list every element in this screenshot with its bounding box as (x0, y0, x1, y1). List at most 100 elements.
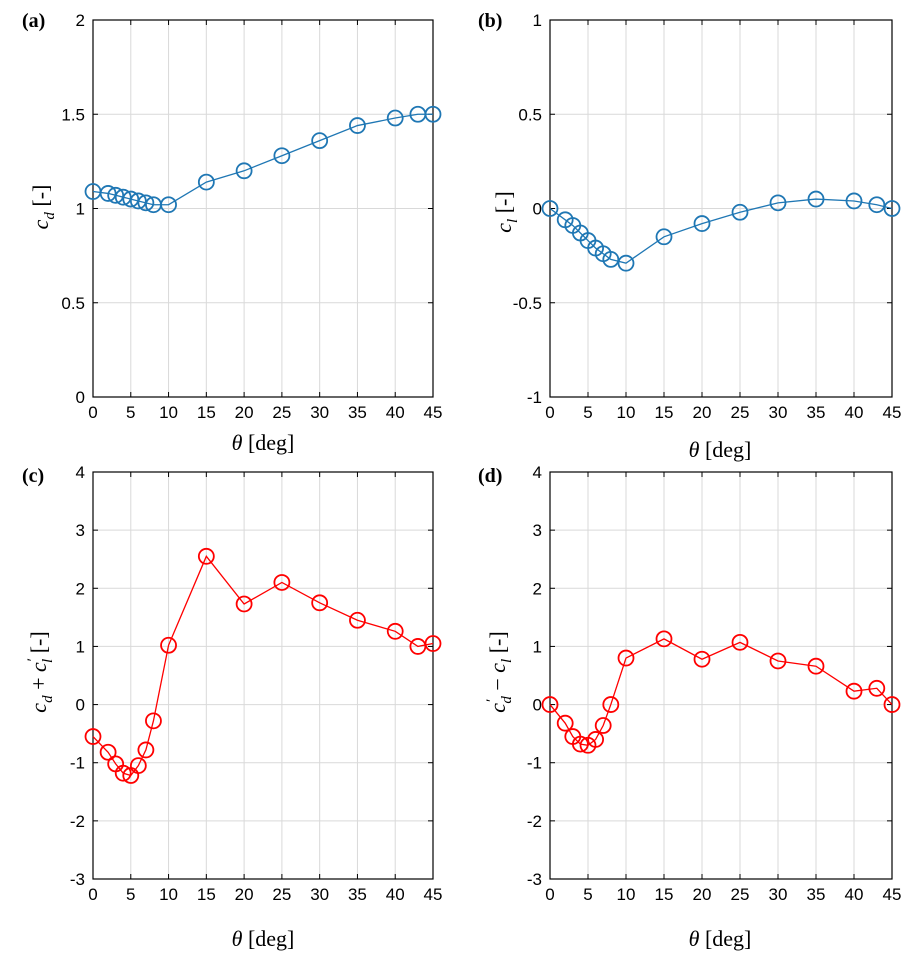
data-point (386, 622, 404, 640)
y-tick-label: 3 (533, 521, 542, 540)
x-tick-label: 10 (159, 403, 178, 422)
data-point (769, 652, 787, 670)
data-point (587, 731, 604, 748)
data-point (868, 679, 886, 697)
panel-d: (d) c′d − cl [-] θ [deg] (478, 465, 751, 951)
data-point (235, 595, 253, 613)
x-tick-label: 35 (807, 885, 826, 904)
data-point (349, 611, 366, 629)
panel-a: (a) cd [-] θ [deg] (22, 10, 294, 455)
x-axis-label-d: θ [deg] (689, 926, 752, 951)
y-tick-label: 0 (76, 696, 85, 715)
x-tick-label: 35 (348, 403, 367, 422)
x-tick-label: 35 (348, 885, 367, 904)
x-tick-label: 30 (310, 403, 329, 422)
series-line-d (549, 638, 893, 746)
x-tick-label: 5 (583, 885, 592, 904)
x-tick-label: 40 (386, 885, 405, 904)
y-tick-label: 0 (533, 696, 542, 715)
svg-text:cd [-]: cd [-] (28, 185, 58, 230)
svg-text:cd + c′l [-]: cd + c′l [-] (25, 631, 56, 712)
y-tick-label: -0.5 (513, 294, 542, 313)
data-point (99, 743, 117, 761)
y-tick-label: -2 (527, 812, 542, 831)
data-point (883, 200, 901, 217)
y-tick-label: 1 (533, 637, 542, 656)
data-point (424, 635, 442, 652)
data-point (731, 203, 749, 221)
x-tick-label: 25 (731, 885, 750, 904)
data-point (424, 105, 442, 123)
data-point (693, 215, 711, 232)
data-point (122, 190, 140, 208)
x-tick-label: 45 (424, 885, 443, 904)
y-axis-label-b: cl [-] (491, 191, 521, 232)
y-tick-label: -1 (527, 754, 542, 773)
data-point (137, 741, 155, 759)
panel-b: (b) cl [-] θ [deg] (478, 10, 751, 462)
y-tick-label: -1 (527, 388, 542, 407)
data-point (617, 254, 635, 272)
y-tick-label: 0 (76, 388, 85, 407)
x-tick-label: 40 (845, 403, 864, 422)
y-axis-label-c: cd + c′l [-] (25, 631, 56, 712)
x-tick-label: 20 (693, 403, 712, 422)
panel-label-a: (a) (22, 10, 45, 32)
data-point (769, 194, 787, 212)
data-point (273, 147, 291, 165)
x-tick-label: 35 (807, 403, 826, 422)
y-tick-label: -2 (70, 812, 85, 831)
x-tick-label: 15 (655, 403, 674, 422)
x-tick-label: 15 (197, 885, 216, 904)
x-tick-label: 15 (655, 885, 674, 904)
x-axis-label-c: θ [deg] (232, 926, 295, 951)
y-tick-label: 0.5 (518, 105, 542, 124)
data-point (541, 200, 559, 217)
data-point (129, 757, 147, 775)
data-point (541, 696, 559, 713)
data-point (114, 764, 132, 782)
y-tick-label: 1.5 (61, 105, 85, 124)
data-point (655, 228, 673, 246)
axes-frame-c (92, 471, 434, 880)
y-tick-label: 0.5 (61, 294, 85, 313)
x-tick-label: 20 (693, 885, 712, 904)
axes-frame-d (549, 471, 893, 880)
x-tick-label: 10 (617, 403, 636, 422)
data-point (655, 630, 673, 648)
y-tick-label: 0 (533, 200, 542, 219)
plot-b: 0 5 10 15 20 25 30 35 40 45 -1 -0.5 0 0.5 1 (513, 11, 902, 422)
plot-c: 0 5 10 15 20 25 30 35 40 45 -3 -2 -1 0 1 2 3 4 (70, 463, 443, 904)
series-line-a (92, 113, 433, 206)
data-point (617, 649, 635, 667)
data-point (273, 574, 291, 591)
data-point (235, 162, 253, 180)
y-tick-label: 2 (76, 579, 85, 598)
y-tick-label: 4 (533, 463, 542, 482)
x-axis-label-b: θ [deg] (689, 437, 752, 462)
data-point (99, 185, 117, 202)
x-tick-label: 15 (197, 403, 216, 422)
data-point (114, 188, 132, 206)
plot-d: 0 5 10 15 20 25 30 35 40 45 -3 -2 -1 0 1 2 3 4 (527, 463, 902, 904)
x-tick-label: 10 (617, 885, 636, 904)
x-axis-label-a: θ [deg] (232, 430, 295, 455)
y-axis-label-a: cd [-] (28, 185, 58, 230)
data-point (602, 696, 620, 713)
data-point (693, 650, 711, 668)
data-point (160, 636, 177, 654)
data-point (129, 192, 147, 210)
data-point (731, 633, 749, 651)
data-point (883, 696, 901, 713)
data-point (845, 682, 863, 700)
y-tick-label: -1 (70, 754, 85, 773)
y-tick-label: 1 (76, 637, 85, 656)
x-tick-label: 45 (883, 403, 902, 422)
x-tick-label: 5 (126, 885, 135, 904)
data-point (868, 196, 886, 214)
x-tick-label: 20 (235, 885, 254, 904)
data-point (145, 712, 162, 730)
x-tick-label: 0 (88, 403, 97, 422)
data-point (197, 173, 215, 191)
plot-a: 0 5 10 15 20 25 30 35 40 45 0 0.5 1 1.5 2 (61, 11, 442, 422)
